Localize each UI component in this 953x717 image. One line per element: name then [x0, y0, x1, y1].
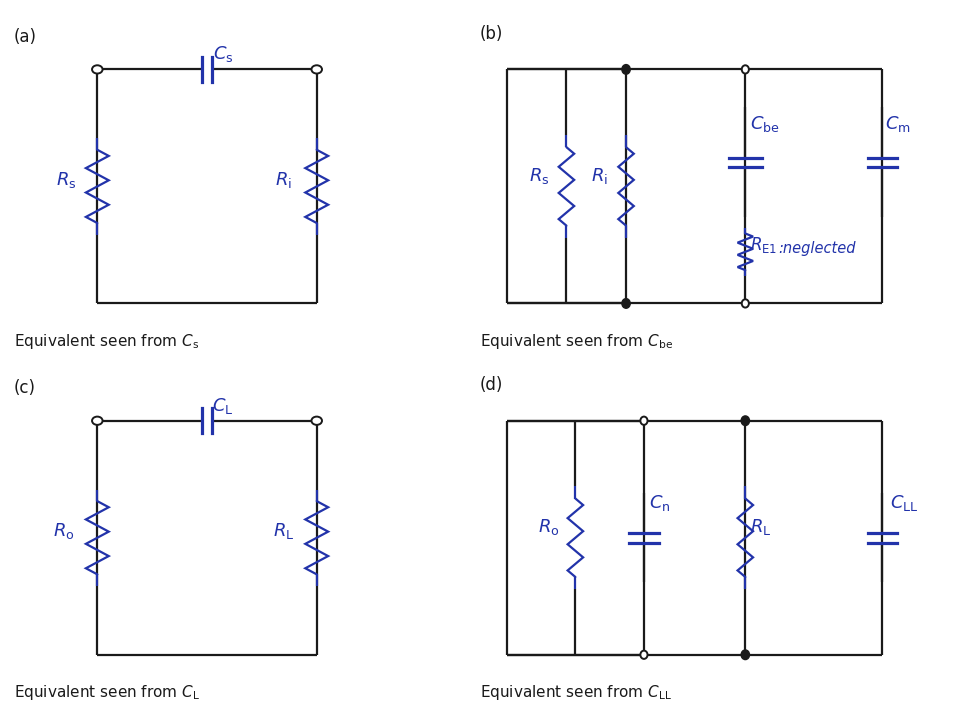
Text: $R_\mathsf{L}$: $R_\mathsf{L}$	[749, 518, 771, 538]
Text: $C_\mathsf{be}$: $C_\mathsf{be}$	[749, 115, 779, 135]
Text: (c): (c)	[14, 379, 36, 397]
Circle shape	[740, 650, 749, 660]
Circle shape	[740, 299, 748, 308]
Text: $R_\mathsf{s}$: $R_\mathsf{s}$	[56, 169, 77, 189]
Circle shape	[621, 65, 630, 75]
Text: (d): (d)	[479, 376, 503, 394]
Text: $C_\mathsf{n}$: $C_\mathsf{n}$	[648, 493, 670, 513]
Text: Equivalent seen from $C_\mathsf{be}$: Equivalent seen from $C_\mathsf{be}$	[479, 332, 672, 351]
Text: Equivalent seen from $C_\mathsf{s}$: Equivalent seen from $C_\mathsf{s}$	[14, 332, 199, 351]
Text: $R_\mathsf{s}$: $R_\mathsf{s}$	[529, 166, 549, 186]
Circle shape	[639, 417, 647, 425]
Circle shape	[740, 65, 748, 74]
Text: :neglected: :neglected	[778, 241, 855, 256]
Circle shape	[621, 298, 630, 308]
Text: $R_\mathsf{L}$: $R_\mathsf{L}$	[273, 521, 294, 541]
Text: $C_\mathsf{LL}$: $C_\mathsf{LL}$	[888, 493, 917, 513]
Circle shape	[311, 417, 322, 425]
Text: (a): (a)	[14, 28, 37, 46]
Text: $C_\mathsf{s}$: $C_\mathsf{s}$	[213, 44, 233, 65]
Text: (b): (b)	[479, 24, 503, 43]
Circle shape	[639, 650, 647, 659]
Text: Equivalent seen from $C_\mathsf{LL}$: Equivalent seen from $C_\mathsf{LL}$	[479, 683, 671, 702]
Text: $R_\mathsf{i}$: $R_\mathsf{i}$	[274, 169, 292, 189]
Text: $R_\mathsf{E1}$: $R_\mathsf{E1}$	[749, 235, 777, 255]
Circle shape	[91, 417, 103, 425]
Text: $C_\mathsf{L}$: $C_\mathsf{L}$	[212, 396, 233, 416]
Text: Equivalent seen from $C_\mathsf{L}$: Equivalent seen from $C_\mathsf{L}$	[14, 683, 200, 702]
Circle shape	[91, 65, 103, 74]
Text: $R_\mathsf{o}$: $R_\mathsf{o}$	[53, 521, 74, 541]
Circle shape	[740, 416, 749, 426]
Circle shape	[311, 65, 322, 74]
Text: $C_\mathsf{m}$: $C_\mathsf{m}$	[884, 115, 910, 135]
Text: $R_\mathsf{i}$: $R_\mathsf{i}$	[590, 166, 607, 186]
Text: $R_\mathsf{o}$: $R_\mathsf{o}$	[537, 518, 558, 538]
